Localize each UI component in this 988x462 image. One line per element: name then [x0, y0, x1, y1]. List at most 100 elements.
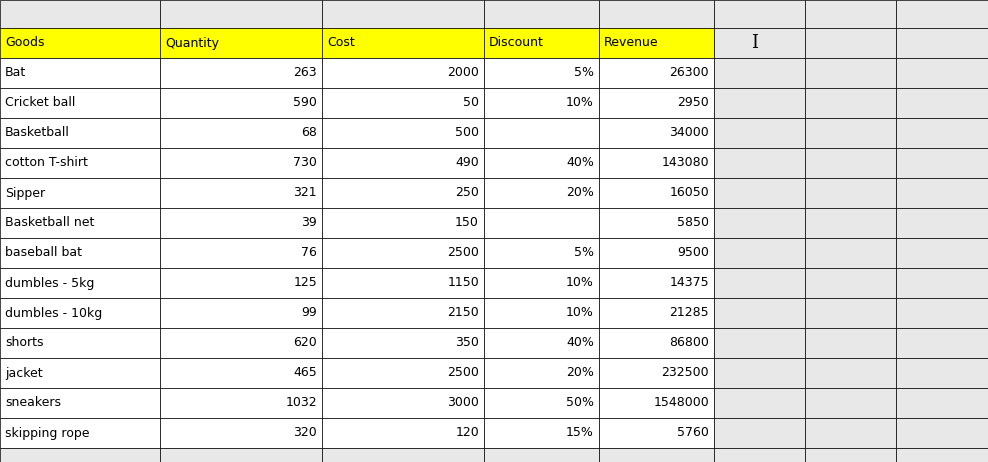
- Text: Cost: Cost: [327, 36, 355, 49]
- Bar: [714, 118, 805, 148]
- Text: skipping rope: skipping rope: [5, 426, 90, 439]
- Bar: [714, 388, 805, 418]
- Bar: [322, 448, 484, 462]
- Text: 320: 320: [293, 426, 317, 439]
- Text: 40%: 40%: [566, 336, 594, 349]
- Bar: [805, 88, 896, 118]
- Text: 39: 39: [301, 217, 317, 230]
- Bar: [0, 208, 160, 238]
- Bar: [714, 298, 805, 328]
- Bar: [484, 238, 599, 268]
- Bar: [714, 208, 805, 238]
- Bar: [896, 268, 988, 298]
- Text: 3000: 3000: [448, 396, 479, 409]
- Text: 350: 350: [455, 336, 479, 349]
- Bar: [160, 118, 322, 148]
- Bar: [484, 118, 599, 148]
- Bar: [160, 388, 322, 418]
- Bar: [805, 118, 896, 148]
- Text: Sipper: Sipper: [5, 187, 45, 200]
- Bar: [160, 238, 322, 268]
- Bar: [0, 328, 160, 358]
- Bar: [160, 0, 322, 28]
- Bar: [599, 418, 714, 448]
- Text: 40%: 40%: [566, 157, 594, 170]
- Bar: [484, 328, 599, 358]
- Text: 5%: 5%: [574, 247, 594, 260]
- Text: 21285: 21285: [670, 306, 709, 320]
- Text: dumbles - 5kg: dumbles - 5kg: [5, 276, 95, 290]
- Text: Quantity: Quantity: [165, 36, 219, 49]
- Text: Revenue: Revenue: [604, 36, 659, 49]
- Text: Bat: Bat: [5, 67, 27, 79]
- Bar: [599, 148, 714, 178]
- Text: Discount: Discount: [489, 36, 543, 49]
- Bar: [805, 358, 896, 388]
- Bar: [0, 0, 160, 28]
- Bar: [599, 178, 714, 208]
- Text: 2500: 2500: [448, 366, 479, 379]
- Bar: [599, 58, 714, 88]
- Text: 5%: 5%: [574, 67, 594, 79]
- Bar: [0, 88, 160, 118]
- Text: 500: 500: [455, 127, 479, 140]
- Text: Goods: Goods: [5, 36, 44, 49]
- Text: Cricket ball: Cricket ball: [5, 97, 75, 109]
- Bar: [484, 148, 599, 178]
- Bar: [805, 268, 896, 298]
- Bar: [714, 58, 805, 88]
- Text: shorts: shorts: [5, 336, 43, 349]
- Bar: [484, 418, 599, 448]
- Text: 490: 490: [455, 157, 479, 170]
- Bar: [896, 238, 988, 268]
- Bar: [805, 328, 896, 358]
- Text: I: I: [752, 34, 759, 52]
- Bar: [160, 178, 322, 208]
- Bar: [484, 178, 599, 208]
- Text: 50: 50: [463, 97, 479, 109]
- Text: 143080: 143080: [661, 157, 709, 170]
- Bar: [160, 58, 322, 88]
- Text: 9500: 9500: [677, 247, 709, 260]
- Bar: [714, 28, 805, 58]
- Bar: [805, 418, 896, 448]
- Text: 120: 120: [455, 426, 479, 439]
- Text: 10%: 10%: [566, 306, 594, 320]
- Text: 2000: 2000: [448, 67, 479, 79]
- Text: 590: 590: [293, 97, 317, 109]
- Text: 730: 730: [293, 157, 317, 170]
- Bar: [714, 448, 805, 462]
- Bar: [484, 208, 599, 238]
- Text: 68: 68: [301, 127, 317, 140]
- Bar: [322, 178, 484, 208]
- Bar: [322, 28, 484, 58]
- Bar: [322, 418, 484, 448]
- Bar: [896, 178, 988, 208]
- Text: 2950: 2950: [677, 97, 709, 109]
- Bar: [160, 268, 322, 298]
- Bar: [599, 298, 714, 328]
- Text: 15%: 15%: [566, 426, 594, 439]
- Bar: [896, 118, 988, 148]
- Bar: [484, 358, 599, 388]
- Bar: [160, 88, 322, 118]
- Bar: [599, 0, 714, 28]
- Text: 99: 99: [301, 306, 317, 320]
- Bar: [896, 58, 988, 88]
- Bar: [0, 418, 160, 448]
- Bar: [896, 0, 988, 28]
- Bar: [484, 448, 599, 462]
- Text: 620: 620: [293, 336, 317, 349]
- Bar: [805, 448, 896, 462]
- Text: 16050: 16050: [669, 187, 709, 200]
- Text: 1150: 1150: [448, 276, 479, 290]
- Text: 263: 263: [293, 67, 317, 79]
- Text: 125: 125: [293, 276, 317, 290]
- Bar: [160, 358, 322, 388]
- Text: 321: 321: [293, 187, 317, 200]
- Bar: [805, 58, 896, 88]
- Bar: [714, 328, 805, 358]
- Bar: [599, 268, 714, 298]
- Bar: [805, 28, 896, 58]
- Text: 76: 76: [301, 247, 317, 260]
